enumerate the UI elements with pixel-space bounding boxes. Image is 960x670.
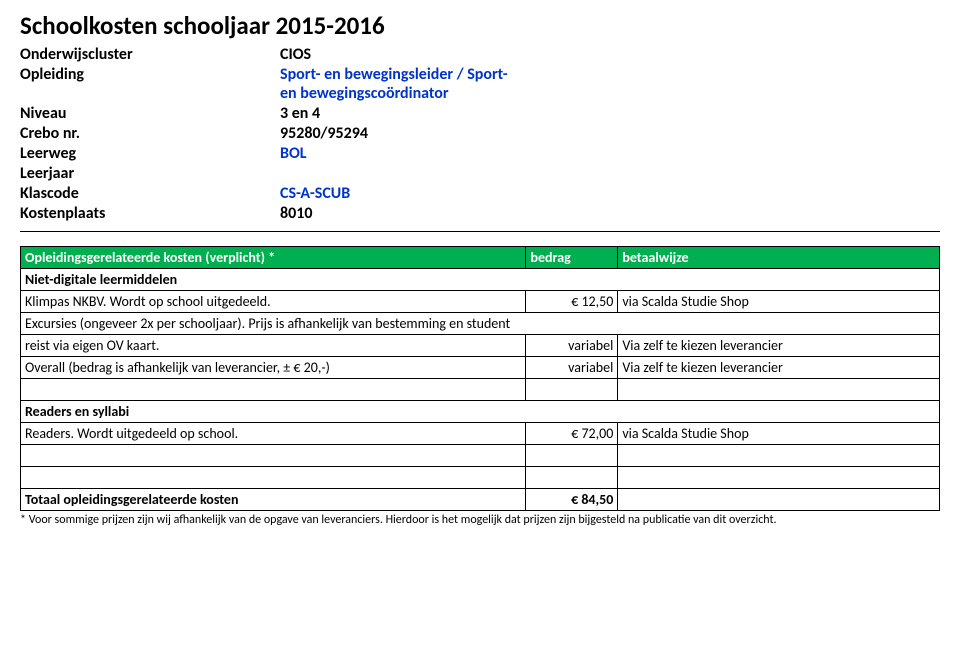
cell-desc: Readers. Wordt uitgedeeld op school. xyxy=(21,423,526,445)
meta-opleiding-line1: Sport- en bewegingsleider / Sport- xyxy=(280,65,508,84)
cell-empty xyxy=(618,467,940,489)
meta-leerjaar-label: Leerjaar xyxy=(20,164,280,183)
cell-amount: € 12,50 xyxy=(526,291,618,313)
meta-grid: Onderwijscluster CIOS Opleiding Sport- e… xyxy=(20,45,940,223)
meta-leerweg-value: BOL xyxy=(280,144,940,163)
table-row: reist via eigen OV kaart. variabel Via z… xyxy=(21,335,940,357)
cell-pay: Via zelf te kiezen leverancier xyxy=(618,335,940,357)
total-amount: € 84,50 xyxy=(526,489,618,511)
footnote: * Voor sommige prijzen zijn wij afhankel… xyxy=(20,513,940,527)
cell-desc: reist via eigen OV kaart. xyxy=(21,335,526,357)
hdr-amount: bedrag xyxy=(526,247,618,269)
meta-onderwijscluster-value: CIOS xyxy=(280,45,940,64)
table-row: Klimpas NKBV. Wordt op school uitgedeeld… xyxy=(21,291,940,313)
cell-empty xyxy=(618,379,940,401)
section-readers: Readers en syllabi xyxy=(21,401,940,423)
hdr-pay: betaalwijze xyxy=(618,247,940,269)
cell-pay: via Scalda Studie Shop xyxy=(618,423,940,445)
meta-leerjaar-value xyxy=(280,164,940,183)
cell-desc: Klimpas NKBV. Wordt op school uitgedeeld… xyxy=(21,291,526,313)
cell-amount: variabel xyxy=(526,357,618,379)
divider xyxy=(20,231,940,232)
meta-kostenplaats-value: 8010 xyxy=(280,204,940,223)
meta-opleiding-line2: en bewegingscoördinator xyxy=(280,84,449,103)
hdr-desc: Opleidingsgerelateerde kosten (verplicht… xyxy=(21,247,526,269)
cell-empty xyxy=(526,445,618,467)
cell-empty xyxy=(21,379,526,401)
meta-opleiding-value: Sport- en bewegingsleider / Sport- en be… xyxy=(280,65,940,103)
cell-pay: via Scalda Studie Shop xyxy=(618,291,940,313)
cell-empty xyxy=(21,467,526,489)
total-desc: Totaal opleidingsgerelateerde kosten xyxy=(21,489,526,511)
table-row: Excursies (ongeveer 2x per schooljaar). … xyxy=(21,313,940,335)
meta-klascode-label: Klascode xyxy=(20,184,280,203)
meta-crebo-label: Crebo nr. xyxy=(20,124,280,143)
page-title: Schoolkosten schooljaar 2015-2016 xyxy=(20,10,940,41)
cell-amount: € 72,00 xyxy=(526,423,618,445)
cell-desc: Excursies (ongeveer 2x per schooljaar). … xyxy=(21,313,940,335)
cell-pay: Via zelf te kiezen leverancier xyxy=(618,357,940,379)
table-row: Readers. Wordt uitgedeeld op school. € 7… xyxy=(21,423,940,445)
cell-empty xyxy=(618,445,940,467)
table-row: Readers en syllabi xyxy=(21,401,940,423)
table-row xyxy=(21,445,940,467)
table-row xyxy=(21,467,940,489)
meta-leerweg-label: Leerweg xyxy=(20,144,280,163)
meta-kostenplaats-label: Kostenplaats xyxy=(20,204,280,223)
cost-table: Opleidingsgerelateerde kosten (verplicht… xyxy=(20,246,940,511)
table-row: Niet-digitale leermiddelen xyxy=(21,269,940,291)
table-row xyxy=(21,379,940,401)
cell-empty xyxy=(526,379,618,401)
table-total-row: Totaal opleidingsgerelateerde kosten € 8… xyxy=(21,489,940,511)
cell-desc: Overall (bedrag is afhankelijk van lever… xyxy=(21,357,526,379)
table-row: Overall (bedrag is afhankelijk van lever… xyxy=(21,357,940,379)
page: Schoolkosten schooljaar 2015-2016 Onderw… xyxy=(0,0,960,527)
meta-opleiding-label: Opleiding xyxy=(20,65,280,84)
meta-crebo-value: 95280/95294 xyxy=(280,124,940,143)
meta-niveau-label: Niveau xyxy=(20,104,280,123)
section-nietdigitaal: Niet-digitale leermiddelen xyxy=(21,269,940,291)
cell-empty xyxy=(526,467,618,489)
table-header-row: Opleidingsgerelateerde kosten (verplicht… xyxy=(21,247,940,269)
meta-onderwijscluster-label: Onderwijscluster xyxy=(20,45,280,64)
meta-klascode-value: CS-A-SCUB xyxy=(280,184,940,203)
cell-amount: variabel xyxy=(526,335,618,357)
total-pay-empty xyxy=(618,489,940,511)
meta-niveau-value: 3 en 4 xyxy=(280,104,940,123)
cell-empty xyxy=(21,445,526,467)
